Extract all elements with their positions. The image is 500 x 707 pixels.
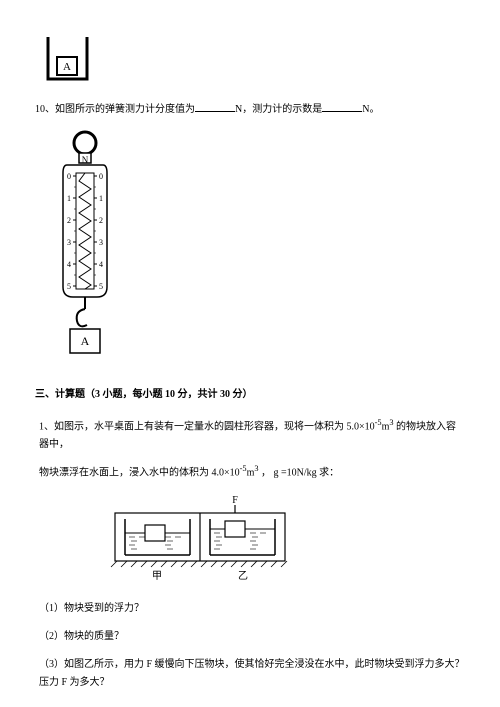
svg-text:1: 1 (99, 194, 103, 203)
svg-text:0: 0 (99, 172, 103, 181)
hanging-block-label: A (81, 334, 90, 348)
label-right: 乙 (238, 570, 248, 582)
beaker-icon: A (45, 35, 91, 83)
fig-spring-scale: N 0 0 1 1 2 2 3 3 4 4 5 5 (45, 129, 465, 366)
containers-icon: F (105, 493, 305, 583)
q1-sub2: （2）物块的质量？ (39, 628, 465, 646)
svg-text:4: 4 (99, 260, 103, 269)
svg-text:3: 3 (67, 238, 71, 247)
q1-sub3a: （3）如图乙所示，用力 F 缓慢向下压物块，使其恰好完全浸没在水中，此时物块受到… (39, 656, 465, 674)
q1-line2: 物块漂浮在水面上，浸入水中的体积为 4.0×10-5m3 ， g =10N/kg… (39, 462, 465, 482)
q10-blank-1 (195, 100, 235, 112)
q10-suffix: N。 (362, 104, 379, 115)
q1-sup: -5 (240, 464, 247, 473)
svg-text:1: 1 (67, 194, 71, 203)
question-10: 10、如图所示的弹簧测力计分度值为 N，测力计的示数是 N。 (35, 100, 465, 119)
q1-text: 物块漂浮在水面上，浸入水中的体积为 4.0×10 (39, 468, 240, 479)
q10-mid: N，测力计的示数是 (235, 104, 322, 115)
spring-scale-icon: N 0 0 1 1 2 2 3 3 4 4 5 5 (45, 129, 125, 359)
fig-containers: F (105, 493, 465, 590)
svg-text:2: 2 (99, 216, 103, 225)
q10-blank-2 (322, 100, 362, 112)
q1-text: ， g =10N/kg 求： (259, 468, 340, 479)
svg-text:5: 5 (67, 282, 71, 291)
fig-beaker-a: A (45, 35, 465, 90)
q1-sub1: （1）物块受到的浮力？ (39, 600, 465, 618)
svg-text:F: F (232, 495, 238, 506)
svg-text:5: 5 (99, 282, 103, 291)
q10-prefix: 10、如图所示的弹簧测力计分度值为 (35, 104, 195, 115)
svg-text:3: 3 (99, 238, 103, 247)
svg-text:0: 0 (67, 172, 71, 181)
svg-text:4: 4 (67, 260, 71, 269)
section-3-title: 三、计算题（3 小题，每小题 10 分，共计 30 分） (35, 386, 465, 404)
block-label: A (63, 61, 71, 73)
q1-sub3b: 压力 F 为多大？ (39, 674, 465, 692)
unit-label: N (82, 155, 89, 165)
q1-text: 1、如图示，水平桌面上有装有一定量水的圆柱形容器，现将一体积为 5.0×10 (39, 421, 375, 432)
svg-text:2: 2 (67, 216, 71, 225)
q1-line1: 1、如图示，水平桌面上有装有一定量水的圆柱形容器，现将一体积为 5.0×10-5… (39, 416, 465, 454)
q1-sup: -5 (375, 418, 382, 427)
label-left: 甲 (152, 571, 162, 582)
